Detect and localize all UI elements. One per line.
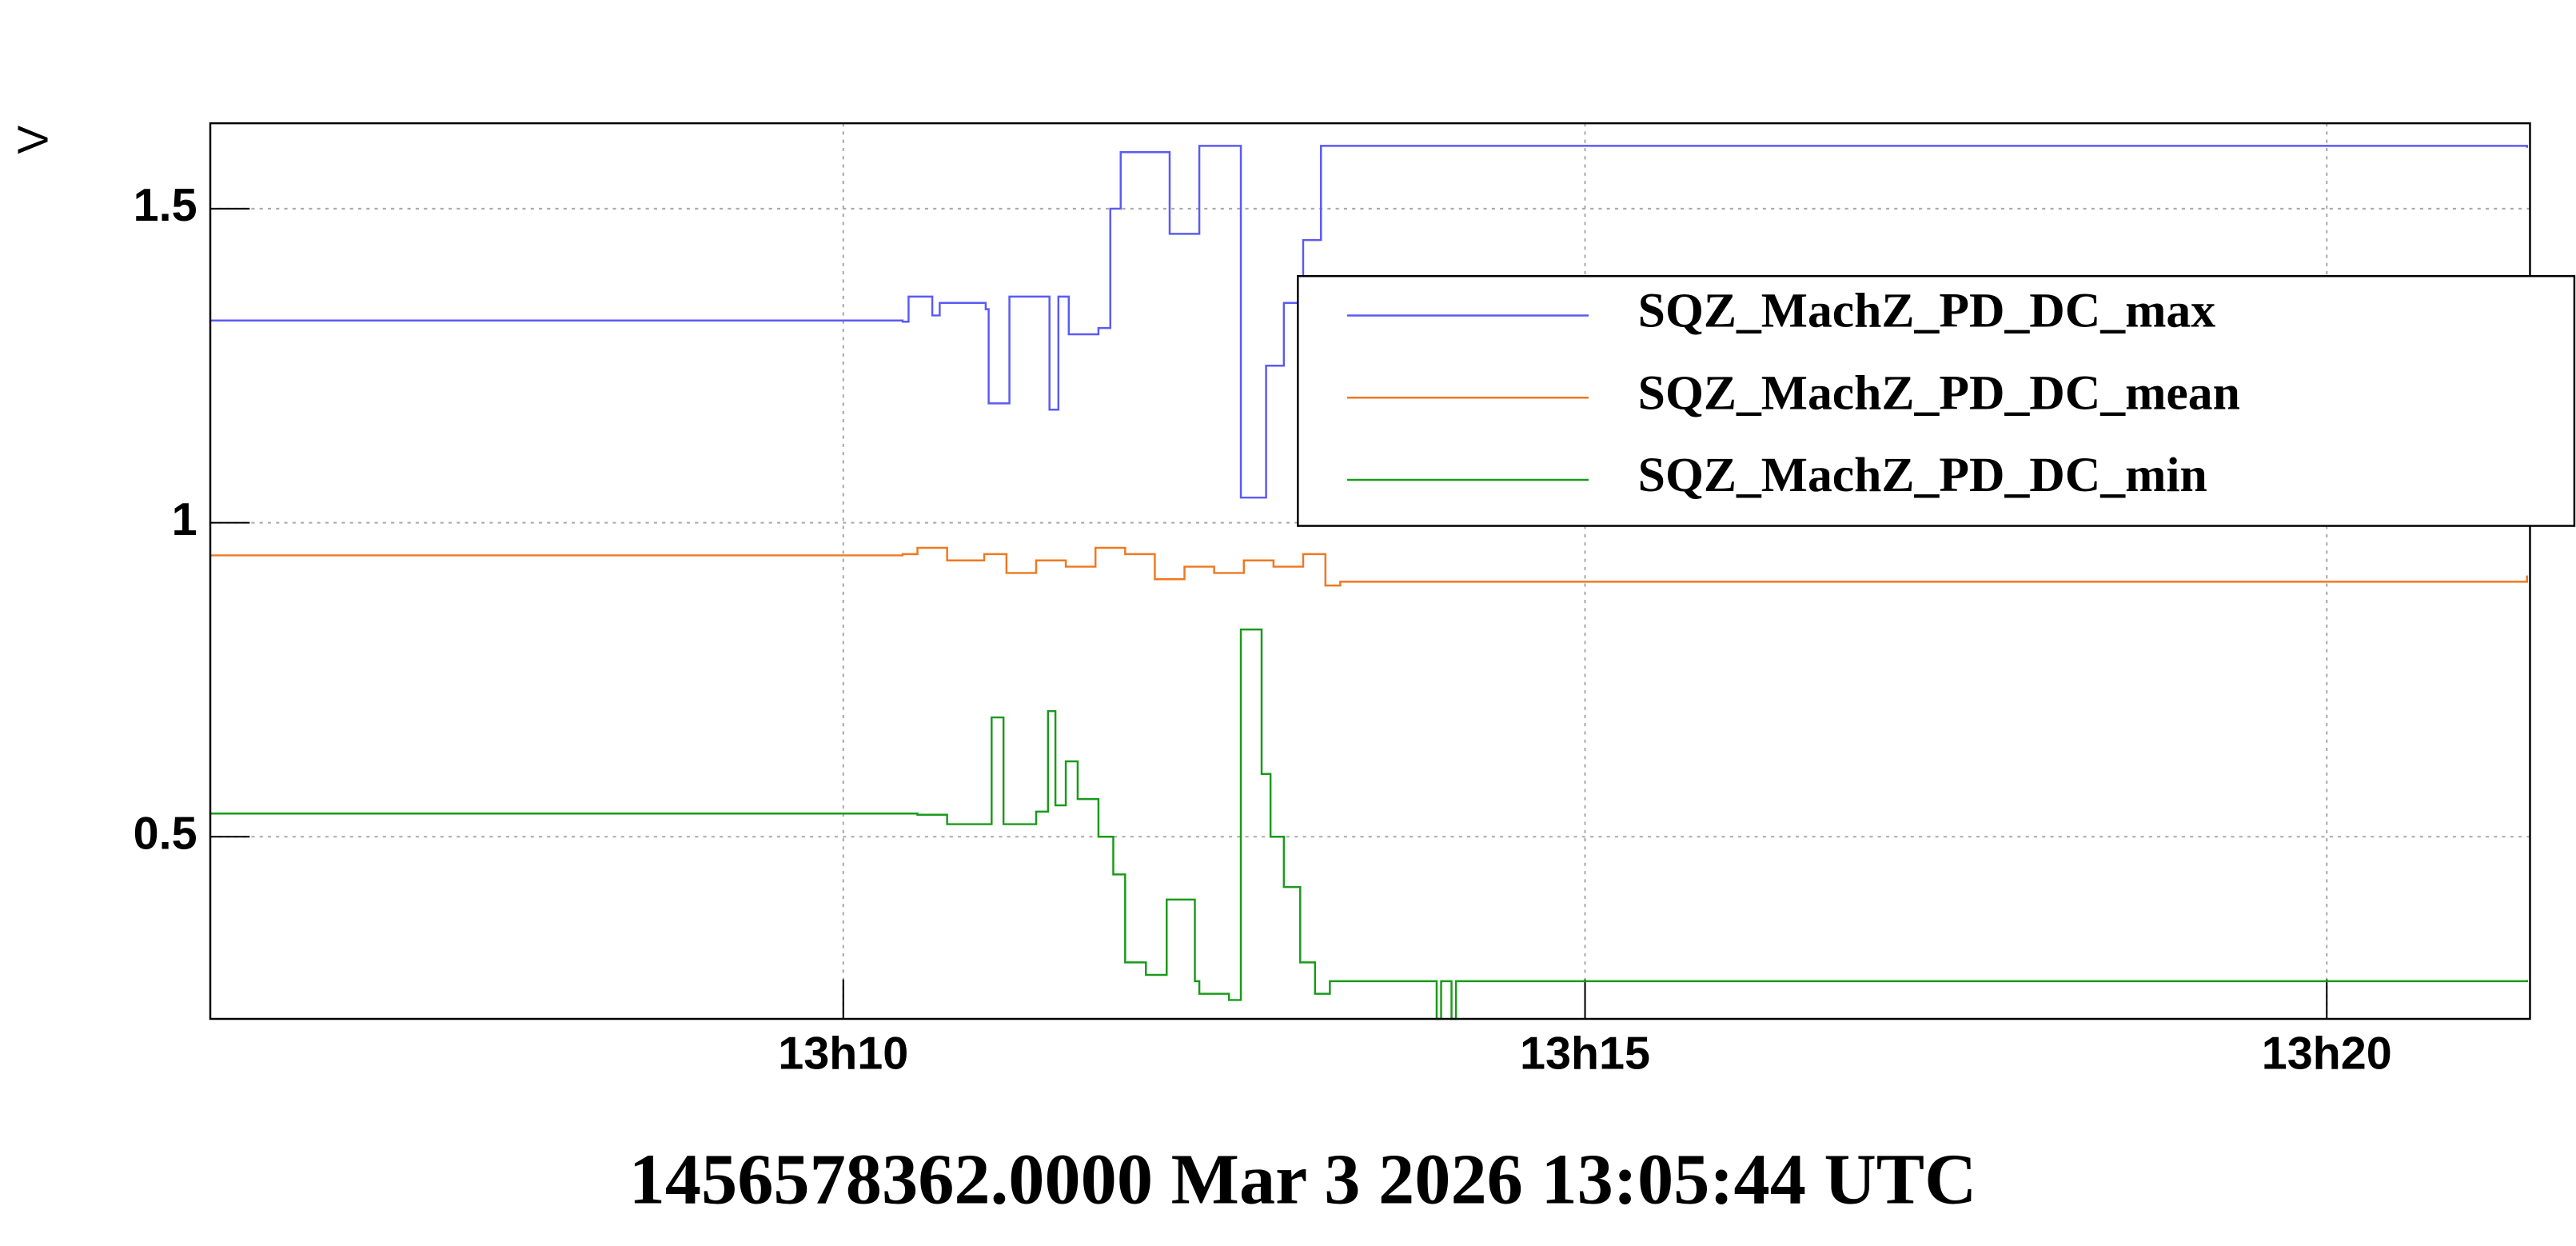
data-line	[210, 546, 2528, 587]
plot-frame	[209, 122, 2531, 1020]
data-line	[210, 628, 2528, 1020]
legend-label: SQZ_MachZ_PD_DC_mean	[1638, 365, 2240, 420]
legend-label: SQZ_MachZ_PD_DC_min	[1638, 448, 2207, 502]
x-tick-label: 13h15	[1520, 1028, 1650, 1079]
y-tick-label: 0.5	[134, 808, 197, 859]
y-axis-label: V	[10, 125, 57, 154]
x-tick-label: 13h10	[778, 1028, 908, 1079]
legend-label: SQZ_MachZ_PD_DC_max	[1638, 284, 2216, 338]
x-tick-label: 13h20	[2262, 1028, 2392, 1079]
y-tick-label: 1.5	[134, 180, 197, 231]
legend-box	[1297, 274, 2576, 527]
data-line	[210, 145, 2528, 499]
y-tick-label: 1	[172, 494, 197, 545]
chart-title: 1456578362.0000 Mar 3 2026 13:05:44 UTC	[629, 1138, 1977, 1219]
